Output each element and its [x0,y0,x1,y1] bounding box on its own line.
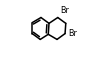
Text: Br: Br [61,6,70,15]
Text: Br: Br [68,29,77,38]
